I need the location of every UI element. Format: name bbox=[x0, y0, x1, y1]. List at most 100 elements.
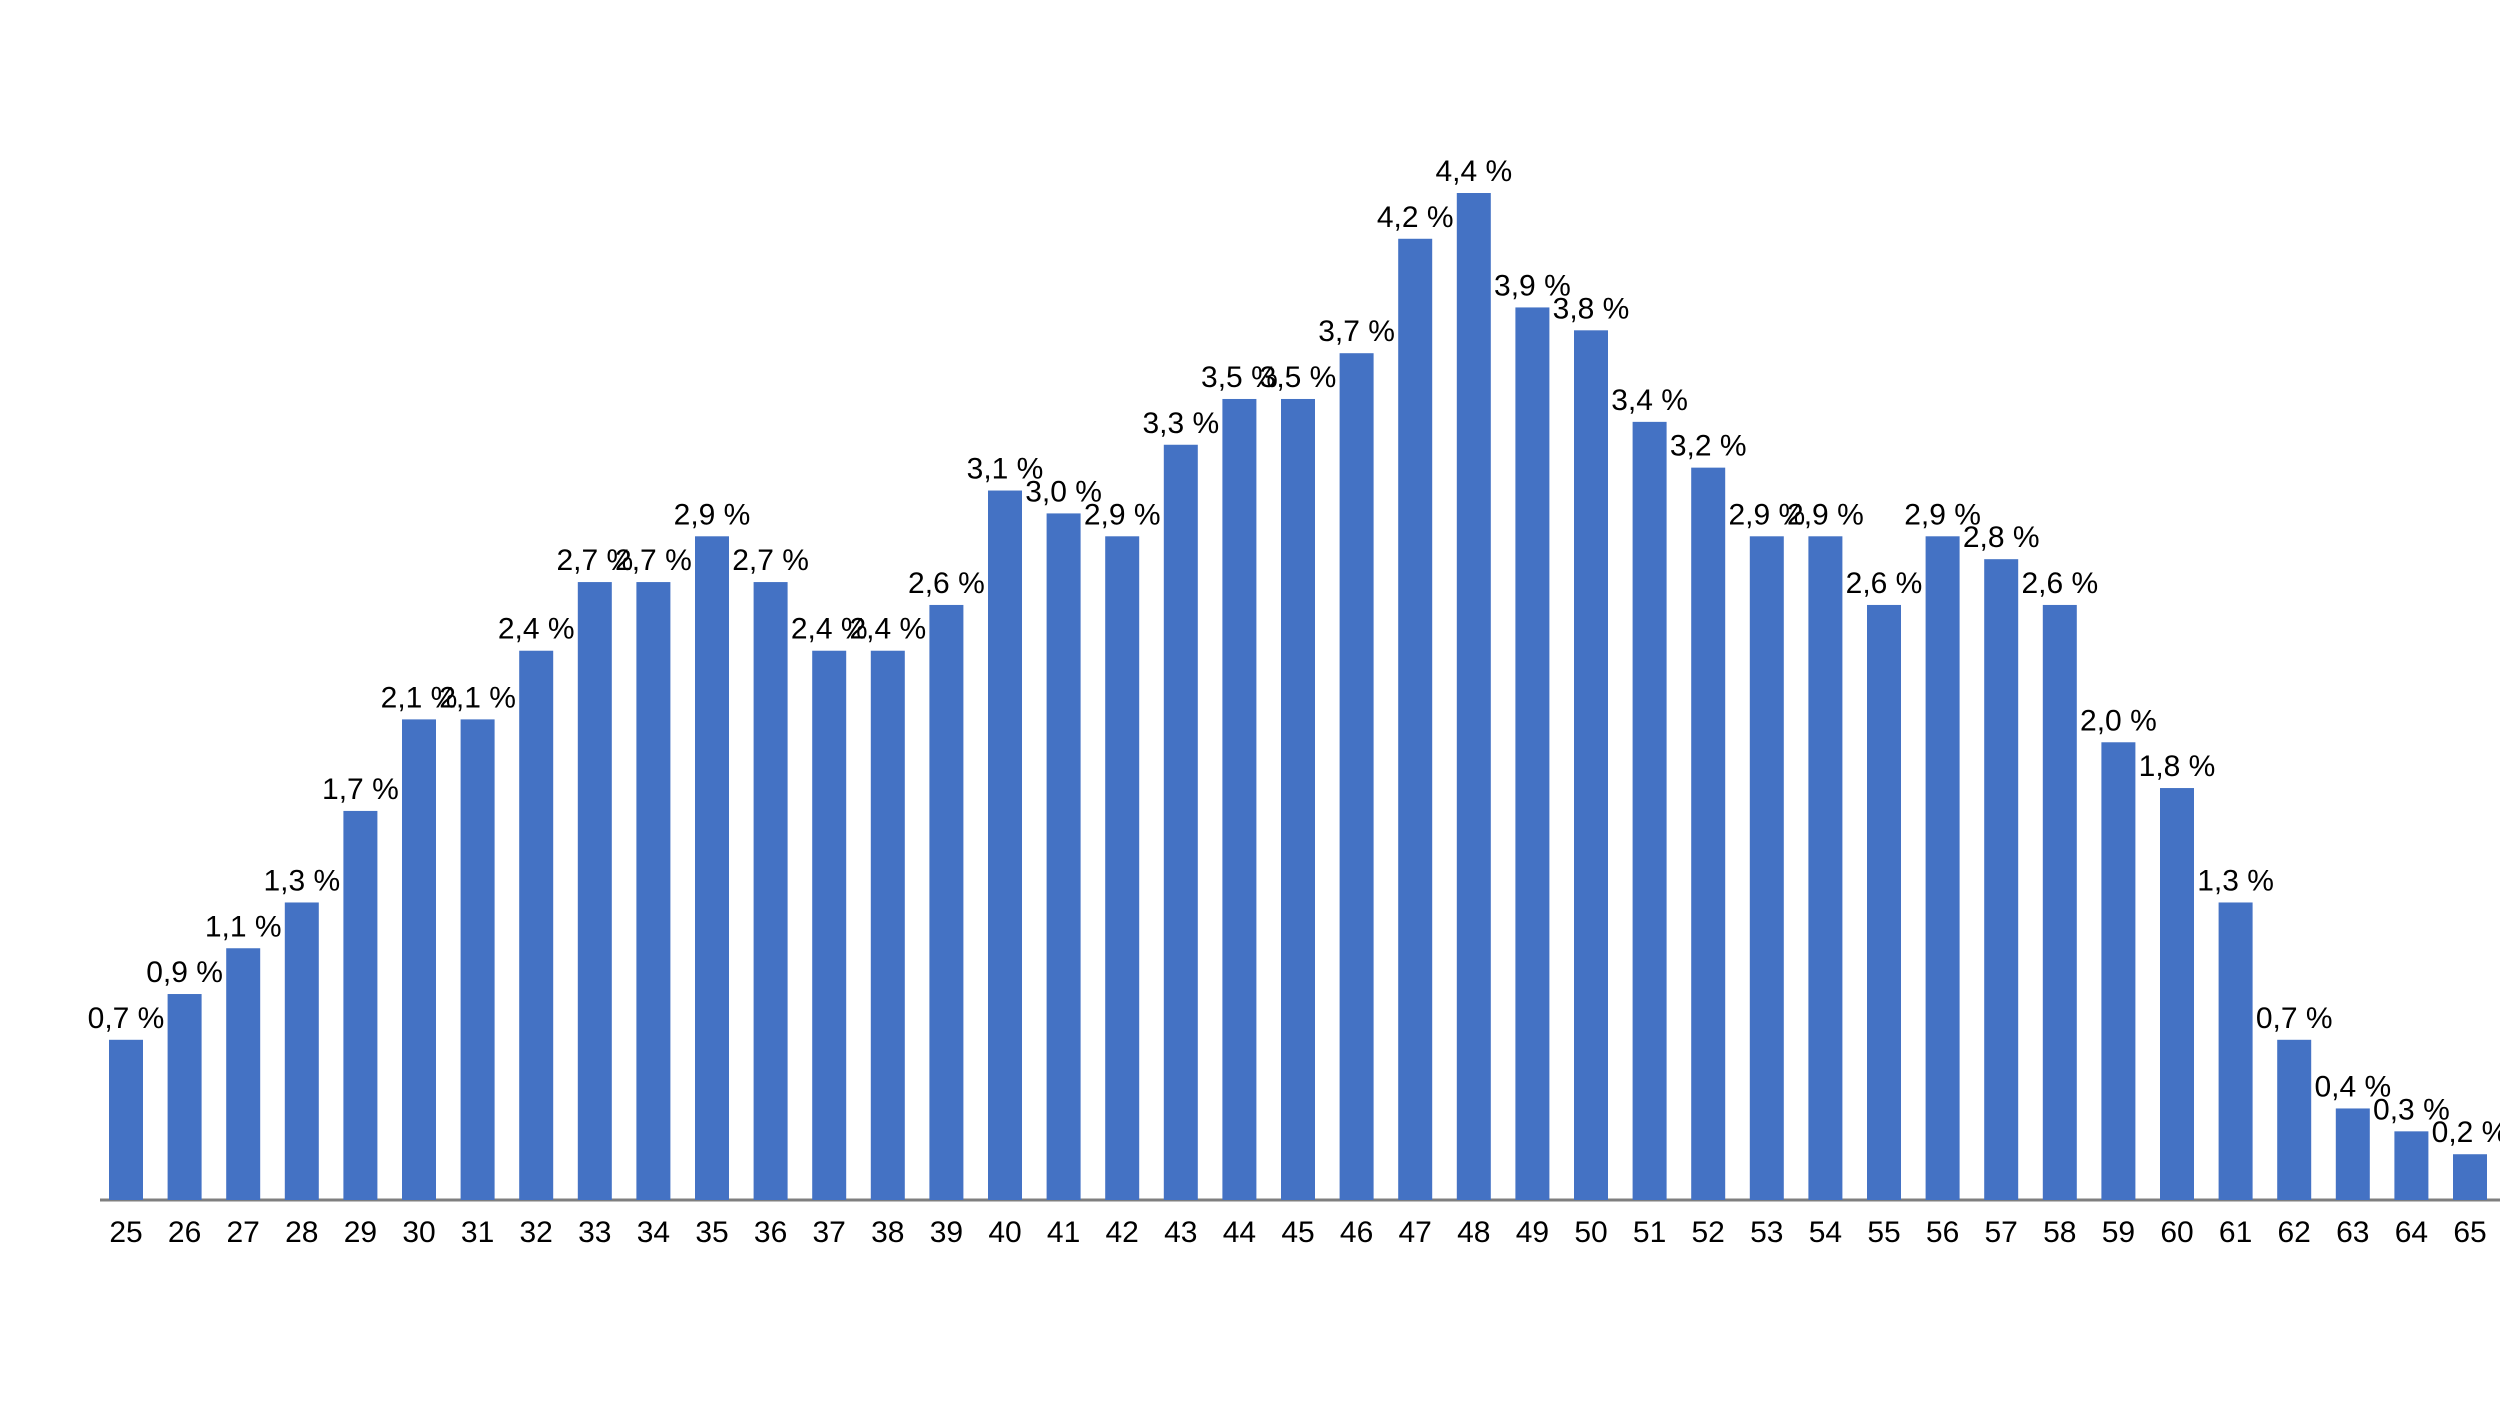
bar bbox=[1691, 467, 1726, 1200]
bar bbox=[577, 582, 612, 1200]
x-tick-label: 51 bbox=[1633, 1216, 1666, 1249]
data-label: 2,1 % bbox=[381, 681, 458, 714]
data-label: 2,4 % bbox=[849, 613, 926, 646]
data-label: 3,5 % bbox=[1201, 361, 1278, 394]
bar bbox=[2042, 604, 2077, 1200]
data-label: 2,9 % bbox=[674, 498, 751, 531]
x-tick-label: 33 bbox=[578, 1216, 611, 1249]
bar bbox=[695, 536, 729, 1200]
x-tick-label: 25 bbox=[109, 1216, 142, 1249]
bar bbox=[1749, 536, 1784, 1200]
x-tick-label: 60 bbox=[2160, 1216, 2193, 1249]
data-label: 1,1 % bbox=[205, 910, 282, 943]
bar bbox=[636, 582, 671, 1200]
bar bbox=[226, 948, 261, 1200]
x-tick-label: 59 bbox=[2102, 1216, 2135, 1249]
bar bbox=[460, 719, 495, 1200]
x-tick-label: 37 bbox=[813, 1216, 846, 1249]
x-tick-label: 41 bbox=[1047, 1216, 1080, 1249]
data-label: 1,3 % bbox=[263, 864, 340, 897]
x-tick-label: 28 bbox=[285, 1216, 318, 1249]
x-tick-label: 55 bbox=[1867, 1216, 1900, 1249]
data-label: 0,4 % bbox=[2314, 1070, 2391, 1103]
x-tick-label: 65 bbox=[2453, 1216, 2486, 1249]
data-label: 0,7 % bbox=[88, 1002, 165, 1035]
bar bbox=[1808, 536, 1843, 1200]
data-label: 3,3 % bbox=[1142, 407, 1219, 440]
x-tick-label: 49 bbox=[1516, 1216, 1549, 1249]
x-tick-label: 54 bbox=[1809, 1216, 1842, 1249]
bar bbox=[870, 650, 905, 1200]
x-tick-label: 64 bbox=[2395, 1216, 2428, 1249]
x-tick-label: 47 bbox=[1399, 1216, 1432, 1249]
data-label: 2,9 % bbox=[1787, 498, 1864, 531]
data-label: 2,8 % bbox=[1963, 521, 2040, 554]
x-tick-label: 62 bbox=[2278, 1216, 2311, 1249]
x-tick-label: 39 bbox=[930, 1216, 963, 1249]
x-tick-label: 30 bbox=[402, 1216, 435, 1249]
data-label: 2,6 % bbox=[908, 567, 985, 600]
x-tick-label: 53 bbox=[1750, 1216, 1783, 1249]
bar bbox=[1398, 238, 1433, 1201]
x-tick-label: 45 bbox=[1281, 1216, 1314, 1249]
x-tick-label: 61 bbox=[2219, 1216, 2252, 1249]
bar bbox=[2277, 1039, 2312, 1200]
bar bbox=[2101, 742, 2136, 1200]
bar bbox=[1281, 398, 1315, 1200]
bar bbox=[402, 719, 436, 1200]
x-tick-label: 43 bbox=[1164, 1216, 1197, 1249]
bar bbox=[167, 994, 202, 1200]
data-label: 0,3 % bbox=[2373, 1093, 2450, 1126]
bar bbox=[1222, 398, 1257, 1200]
data-label: 2,7 % bbox=[556, 544, 633, 577]
bar bbox=[1867, 604, 1901, 1200]
x-tick-label: 42 bbox=[1106, 1216, 1139, 1249]
x-tick-label: 56 bbox=[1926, 1216, 1959, 1249]
data-label: 2,9 % bbox=[1904, 498, 1981, 531]
data-label: 2,4 % bbox=[498, 613, 575, 646]
data-label: 0,7 % bbox=[2256, 1002, 2333, 1035]
data-label: 4,4 % bbox=[1435, 155, 1512, 188]
bar bbox=[753, 582, 788, 1200]
bar bbox=[1925, 536, 1960, 1200]
x-tick-label: 34 bbox=[637, 1216, 670, 1249]
data-label: 0,9 % bbox=[146, 956, 223, 989]
bar bbox=[929, 604, 964, 1200]
data-label: 2,1 % bbox=[439, 681, 516, 714]
x-tick-label: 35 bbox=[695, 1216, 728, 1249]
x-tick-label: 27 bbox=[227, 1216, 260, 1249]
x-tick-label: 50 bbox=[1574, 1216, 1607, 1249]
data-label: 2,9 % bbox=[1728, 498, 1805, 531]
data-label: 3,2 % bbox=[1670, 430, 1747, 463]
x-tick-label: 48 bbox=[1457, 1216, 1490, 1249]
x-tick-label: 44 bbox=[1223, 1216, 1256, 1249]
data-label: 1,3 % bbox=[2197, 864, 2274, 897]
x-tick-label: 40 bbox=[988, 1216, 1021, 1249]
bar bbox=[2453, 1154, 2487, 1200]
x-tick-label: 57 bbox=[1985, 1216, 2018, 1249]
x-tick-label: 63 bbox=[2336, 1216, 2369, 1249]
bar bbox=[343, 810, 378, 1200]
bar bbox=[2218, 902, 2253, 1200]
bar bbox=[1984, 559, 2019, 1200]
data-label: 3,4 % bbox=[1611, 384, 1688, 417]
data-label: 2,9 % bbox=[1084, 498, 1161, 531]
bar bbox=[988, 490, 1022, 1201]
x-tick-label: 58 bbox=[2043, 1216, 2076, 1249]
x-tick-label: 26 bbox=[168, 1216, 201, 1249]
x-tick-label: 46 bbox=[1340, 1216, 1373, 1249]
bar bbox=[1163, 444, 1198, 1200]
bar bbox=[1339, 353, 1374, 1200]
data-label: 1,8 % bbox=[2139, 750, 2216, 783]
bar bbox=[284, 902, 319, 1200]
data-label: 0,2 % bbox=[2432, 1116, 2500, 1149]
bar bbox=[1456, 193, 1491, 1200]
bar bbox=[1515, 307, 1550, 1200]
data-label: 3,7 % bbox=[1318, 315, 1395, 348]
data-label: 1,7 % bbox=[322, 773, 399, 806]
data-label: 3,5 % bbox=[1260, 361, 1337, 394]
x-tick-label: 36 bbox=[754, 1216, 787, 1249]
data-label: 3,9 % bbox=[1494, 269, 1571, 302]
